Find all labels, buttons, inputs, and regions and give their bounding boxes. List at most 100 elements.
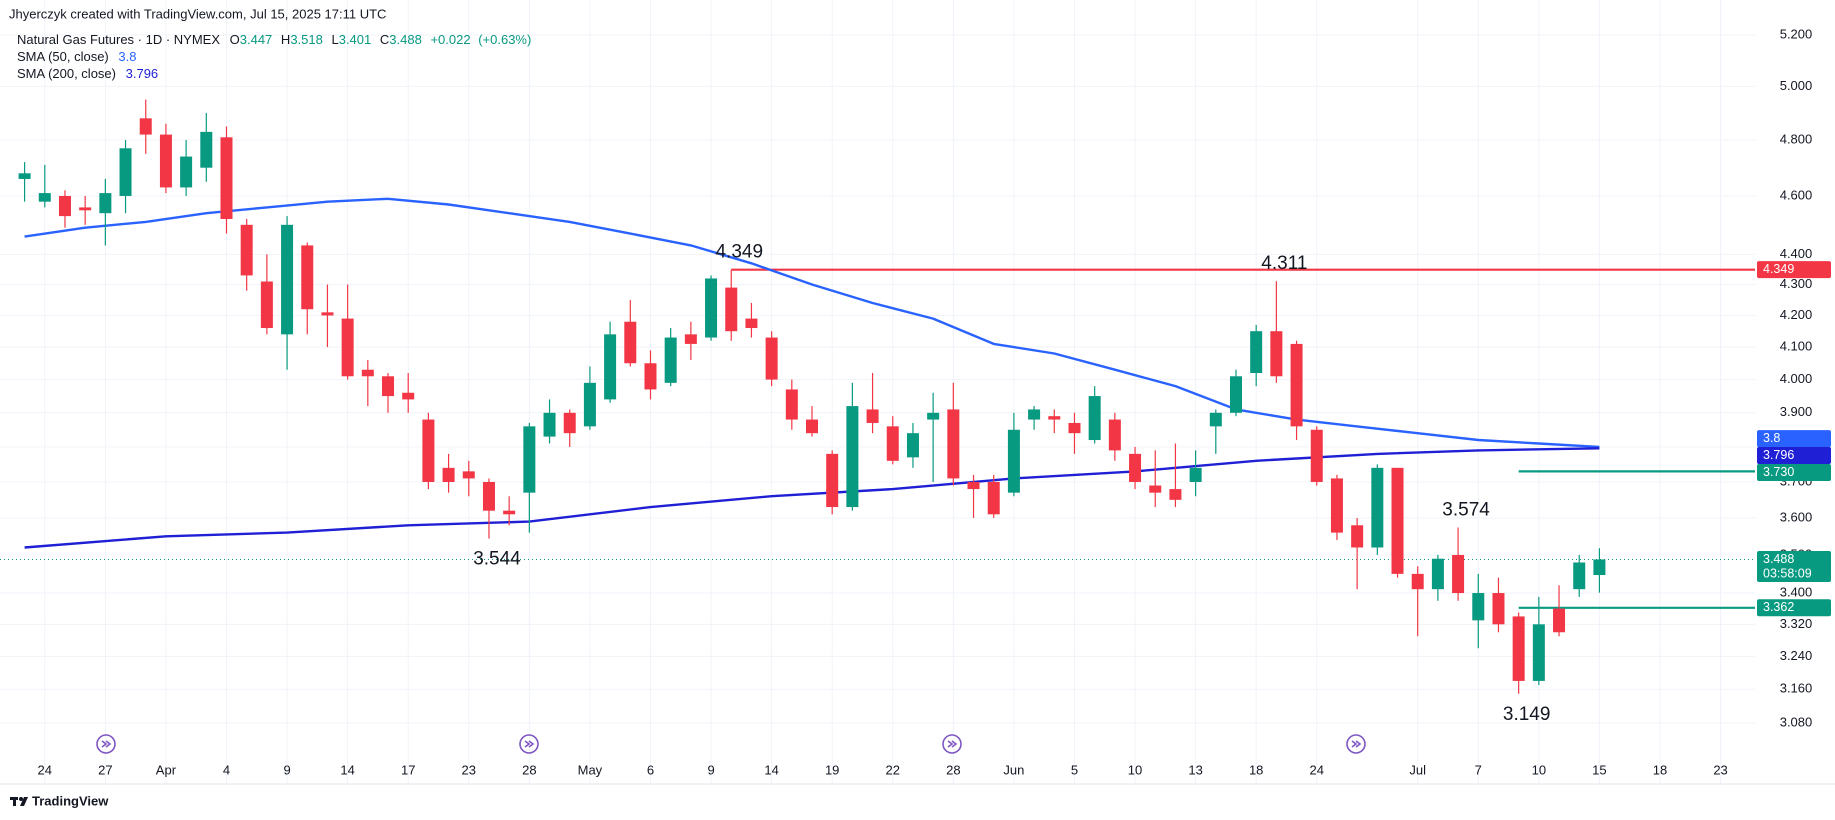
change: +0.022 (430, 32, 470, 47)
event-icon (519, 734, 539, 754)
candle-body (1452, 554, 1465, 594)
y-tick-label: 3.320 (1780, 616, 1813, 631)
x-tick-label: 15 (1592, 762, 1606, 777)
candle (947, 382, 960, 486)
x-tick-label: 23 (462, 762, 476, 777)
candle-body (947, 409, 960, 479)
y-tick-label: 4.800 (1780, 131, 1813, 146)
candle (785, 379, 798, 430)
event-icons (96, 734, 1366, 754)
candle (1472, 573, 1485, 649)
candle-body (18, 173, 31, 179)
x-tick-label: 18 (1249, 762, 1263, 777)
candle (58, 190, 71, 228)
candle-body (806, 419, 819, 434)
y-tick-label: 4.600 (1780, 187, 1813, 202)
y-tick-label: 3.080 (1780, 714, 1813, 729)
price-annotation: 4.311 (1261, 253, 1307, 274)
candle-body (1532, 624, 1545, 681)
candle (1088, 386, 1101, 444)
y-tick-label: 4.200 (1780, 307, 1813, 322)
candle (1573, 554, 1586, 597)
candle (523, 422, 536, 533)
candle-body (1028, 409, 1041, 420)
candle (644, 350, 657, 400)
marks (0, 99, 1755, 694)
ohlc-key: O (230, 32, 240, 47)
candle (382, 372, 395, 413)
candle-body (402, 392, 415, 400)
x-tick-label: May (578, 762, 603, 777)
y-tick-label: 4.400 (1780, 246, 1813, 261)
ohlc-value: 3.488 (389, 32, 422, 47)
candle (462, 460, 475, 497)
candle (503, 496, 516, 526)
candle-body (139, 118, 152, 135)
candle (200, 112, 213, 182)
candle (1492, 577, 1505, 633)
candle (1149, 450, 1162, 508)
candle (1068, 412, 1081, 454)
price-label-box (1757, 261, 1831, 279)
price-label-box (1757, 464, 1831, 482)
candle-body (220, 137, 233, 220)
price-annotation: 3.544 (473, 549, 521, 570)
y-tick-label: 4.000 (1780, 371, 1813, 386)
candle-body (583, 382, 596, 427)
x-tick-label: 18 (1653, 762, 1667, 777)
candle-body (604, 334, 617, 400)
candle-body (361, 369, 374, 377)
candle (967, 474, 980, 518)
candle-body (826, 453, 839, 508)
ohlc-key: L (331, 32, 338, 47)
x-tick-label: 28 (522, 762, 536, 777)
candle-body (1270, 331, 1283, 377)
candle-body (846, 406, 859, 508)
candle-body (321, 312, 334, 316)
candle-body (1169, 489, 1182, 500)
candle-body (119, 148, 132, 196)
logo-part (19, 797, 23, 801)
candle (99, 178, 112, 246)
x-tick-label: 28 (946, 762, 960, 777)
price-label-text: 4.349 (1763, 262, 1794, 276)
candle (361, 359, 374, 407)
candle-body (1229, 376, 1242, 413)
candle (1553, 585, 1566, 637)
candle (927, 392, 940, 482)
legend-main: Natural Gas Futures · 1D · NYMEX O3.447 … (17, 32, 531, 47)
ohlc-key: H (281, 32, 290, 47)
candle-body (301, 245, 314, 310)
candle-body (1330, 478, 1343, 533)
candle-body (644, 363, 657, 390)
logo-part (20, 797, 28, 806)
candle (664, 328, 677, 387)
x-tick-label: 14 (340, 762, 354, 777)
candle-body (382, 376, 395, 397)
candle-body (1431, 558, 1444, 590)
price-label-text: 3.8 (1763, 431, 1780, 445)
candle (442, 453, 455, 493)
candle-body (664, 337, 677, 383)
candle-body (1189, 467, 1202, 482)
candle (159, 123, 172, 194)
candle (1391, 467, 1404, 578)
candle (1129, 446, 1142, 490)
candle-body (1472, 593, 1485, 621)
candle-body (38, 193, 51, 202)
candle-body (1129, 453, 1142, 482)
x-tick-label: 7 (1475, 762, 1482, 777)
candle-body (1593, 559, 1606, 576)
candle (826, 450, 839, 515)
price-label: 3.362 (1757, 599, 1831, 617)
x-tick-label: 10 (1532, 762, 1546, 777)
price-annotation: 3.149 (1503, 704, 1551, 725)
candle (1169, 443, 1182, 508)
price-label-box (1757, 447, 1831, 465)
candle-body (159, 134, 172, 188)
candle (180, 140, 193, 196)
candle (684, 321, 697, 360)
x-tick-label: 14 (764, 762, 778, 777)
